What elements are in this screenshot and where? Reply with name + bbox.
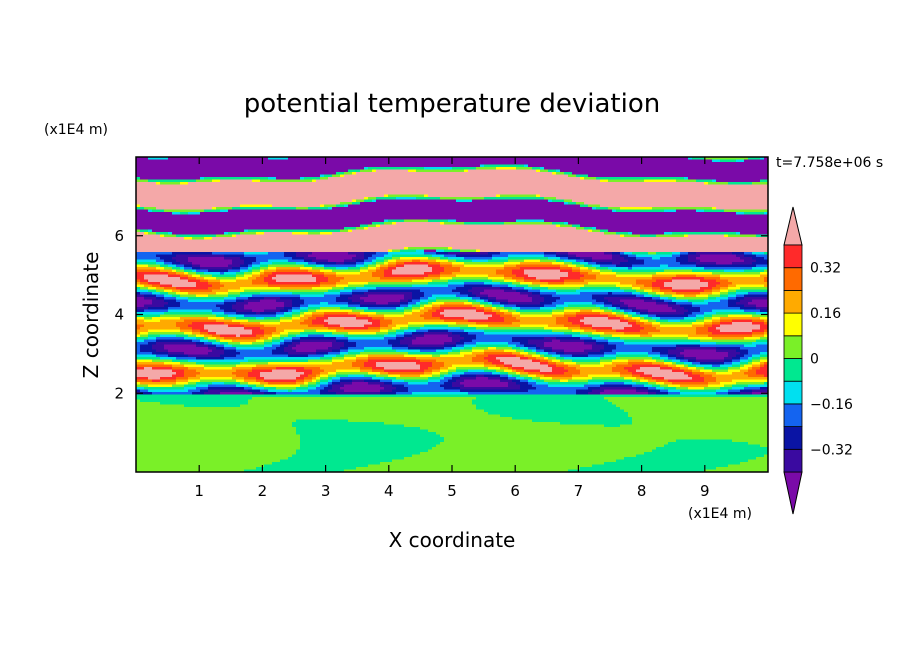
colorbar-segment: [784, 268, 802, 291]
plot-area: [136, 157, 769, 473]
y-tick-label: 2: [114, 384, 124, 402]
x-tick-label: 1: [194, 482, 204, 500]
colorbar-segment: [784, 381, 802, 404]
colorbar-segment: [784, 245, 802, 268]
x-axis-label: X coordinate: [389, 528, 516, 552]
y-unit-label: (x1E4 m): [44, 122, 108, 138]
y-tick-label: 6: [114, 227, 124, 245]
colorbar-extend-min: [784, 472, 802, 514]
colorbar-segment: [784, 290, 802, 313]
x-tick-label: 7: [574, 482, 584, 500]
y-axis-label: Z coordinate: [79, 252, 103, 379]
colorbar-tick-label: −0.16: [810, 397, 853, 413]
x-tick-label: 9: [700, 482, 710, 500]
x-tick-label: 8: [637, 482, 647, 500]
time-label: t=7.758e+06 s: [776, 155, 883, 171]
x-tick-label: 3: [321, 482, 331, 500]
y-tick-label: 4: [114, 306, 124, 324]
colorbar-extend-max: [784, 207, 802, 245]
colorbar-segment: [784, 427, 802, 450]
chart-title: potential temperature deviation: [244, 89, 660, 119]
x-tick-label: 4: [384, 482, 394, 500]
colorbar-segment: [784, 449, 802, 472]
colorbar-segment: [784, 359, 802, 382]
colorbar-segment: [784, 336, 802, 359]
colorbar-tick-label: 0.32: [810, 261, 841, 277]
colorbar-tick-label: 0.16: [810, 306, 841, 322]
colorbar-segment: [784, 313, 802, 336]
x-tick-label: 5: [447, 482, 457, 500]
colorbar-tick-label: −0.32: [810, 442, 853, 458]
colorbar-tick-label: 0: [810, 352, 819, 368]
colorbar: 0.32 0.16 0 −0.16 −0.32: [784, 207, 853, 514]
x-unit-label: (x1E4 m): [688, 506, 752, 522]
x-tick-label: 2: [258, 482, 268, 500]
colorbar-segment: [784, 404, 802, 427]
x-tick-label: 6: [510, 482, 520, 500]
